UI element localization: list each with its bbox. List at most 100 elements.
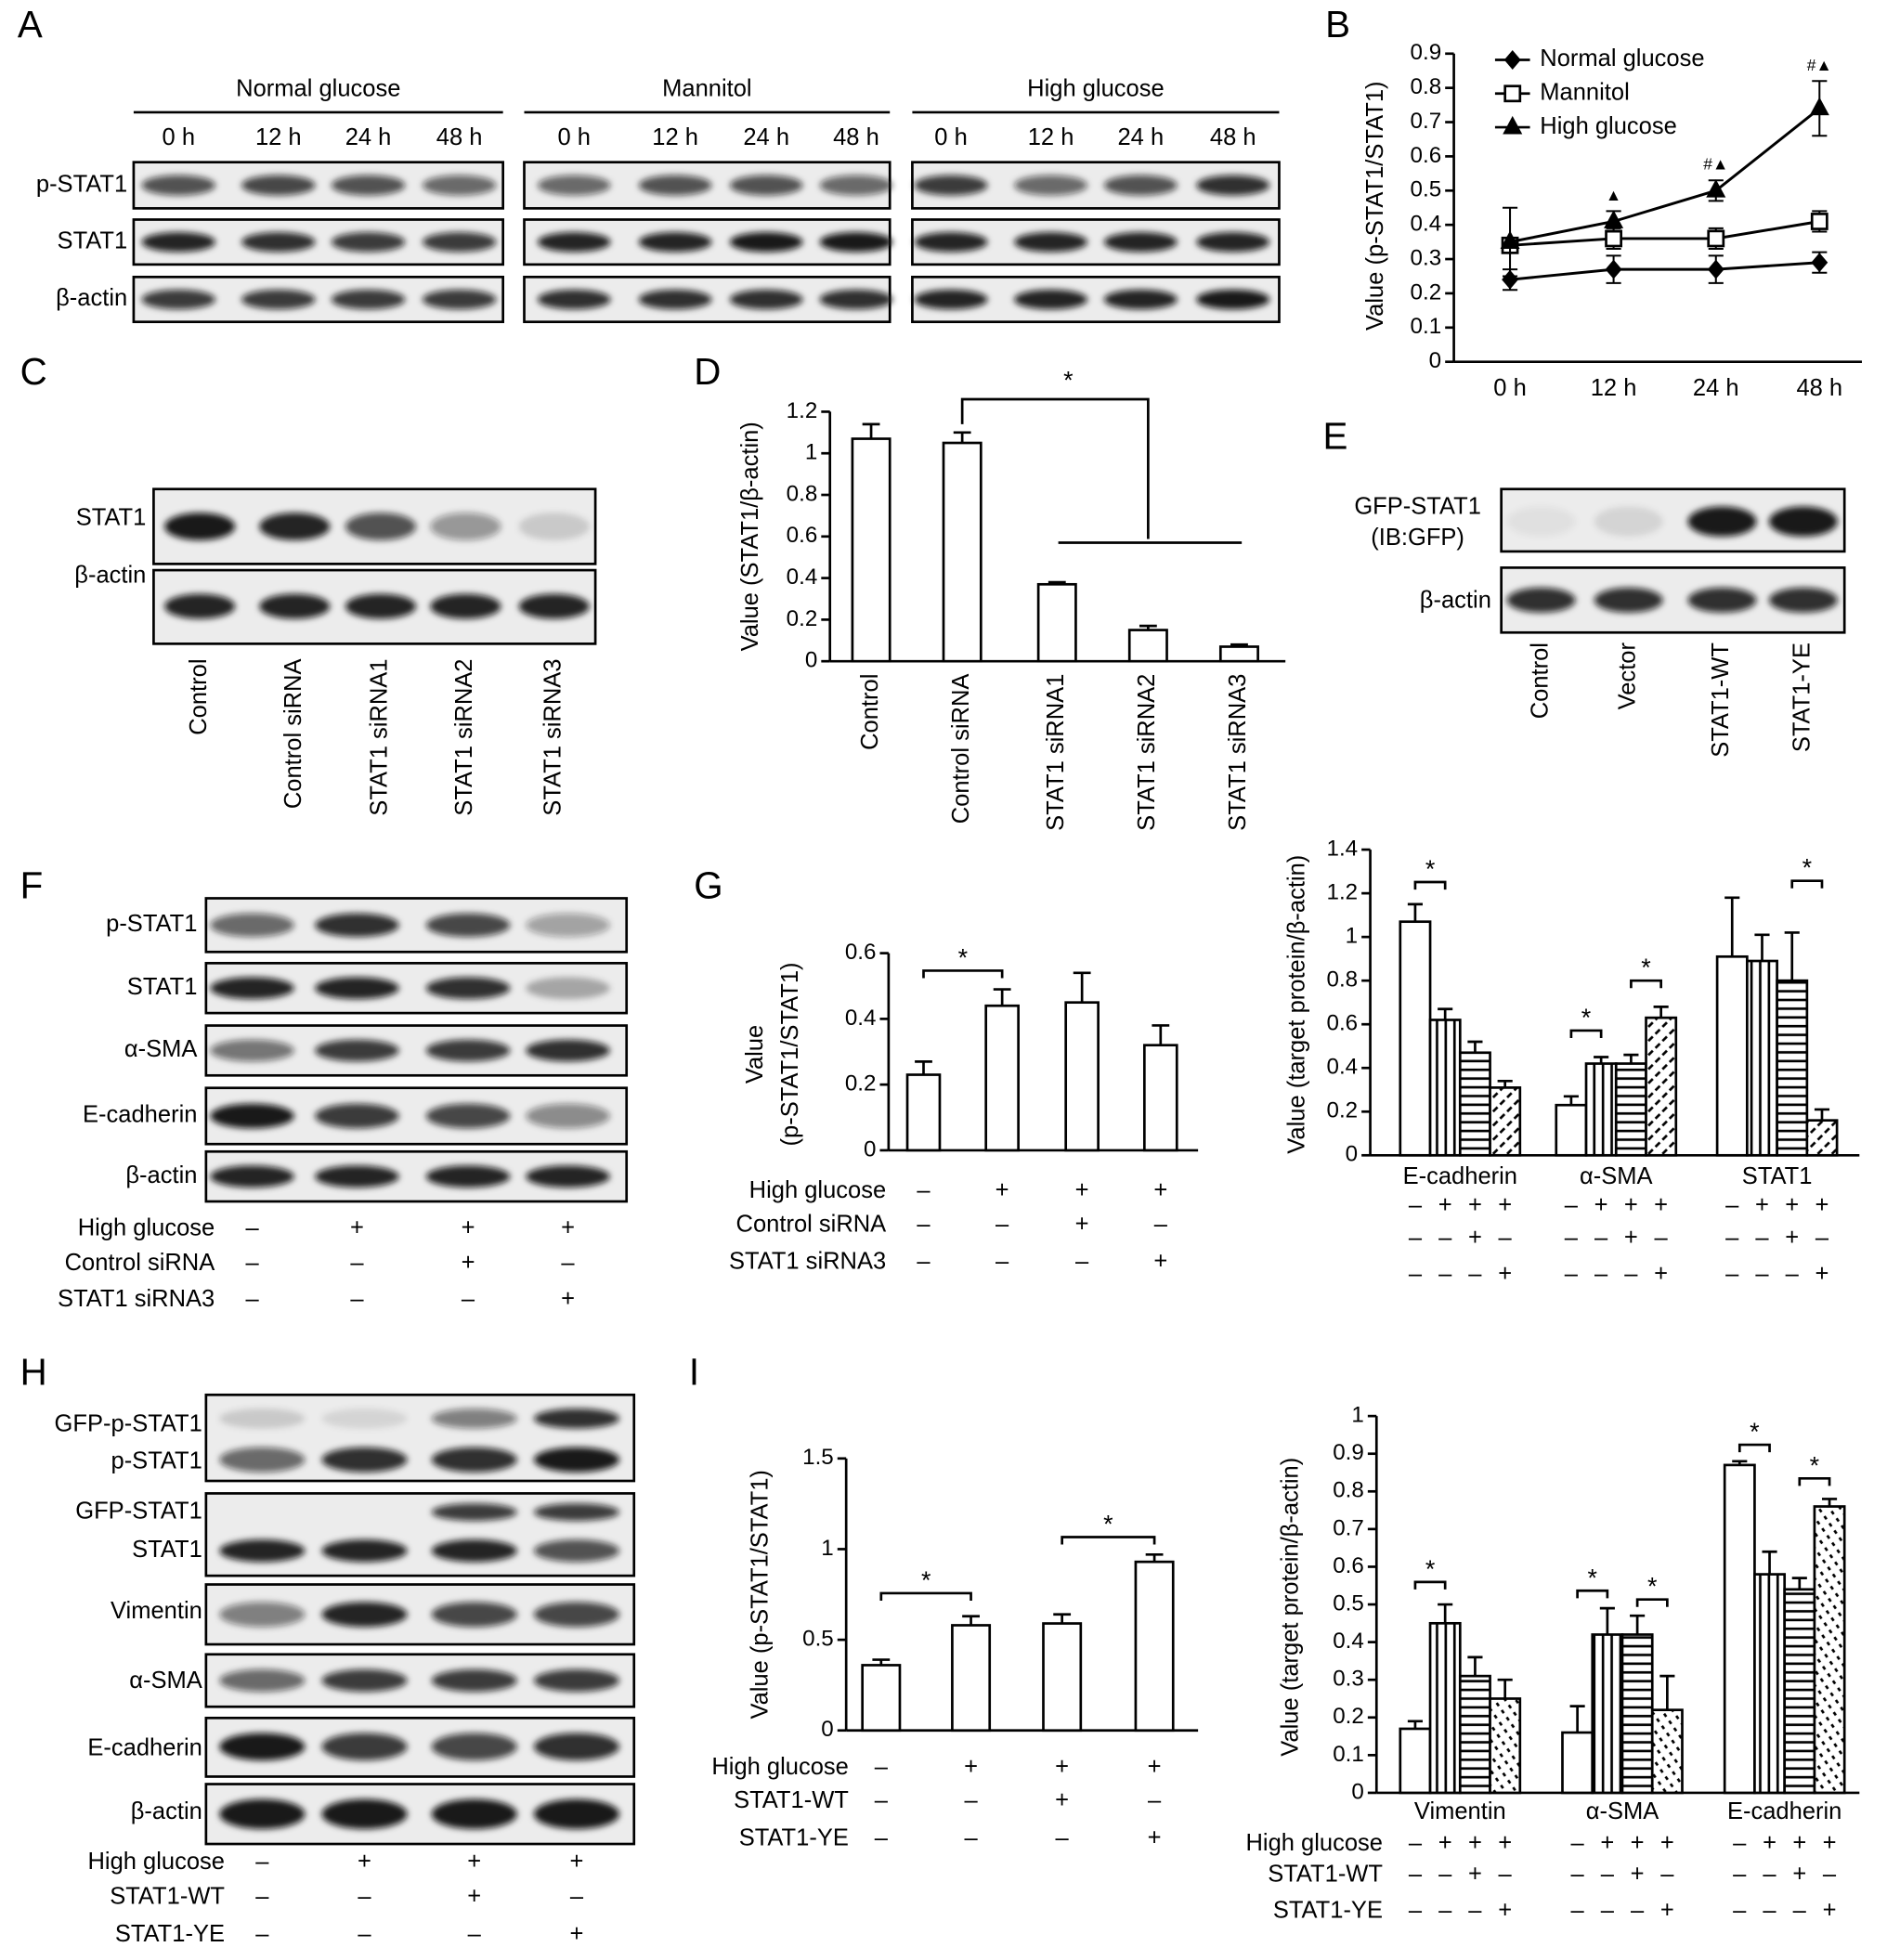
condition-sign: +	[1498, 1261, 1512, 1287]
blot-band	[321, 1668, 408, 1693]
bar	[1776, 979, 1809, 1157]
error-bar	[1724, 896, 1740, 957]
bar	[1218, 645, 1259, 663]
error-bar	[1791, 1577, 1807, 1590]
error-bar	[1497, 1678, 1513, 1699]
bar	[1805, 1119, 1839, 1157]
bar	[1715, 954, 1749, 1157]
blot-band	[914, 232, 988, 253]
condition-sign: +	[561, 1214, 575, 1240]
lane-label: STAT1-YE	[1789, 643, 1815, 752]
x-tick-label: 12 h	[1591, 375, 1637, 401]
significance-label: *	[1425, 855, 1436, 883]
condition-sign: –	[245, 1214, 259, 1240]
blot-band	[526, 1039, 610, 1062]
condition-sign: +	[462, 1214, 475, 1240]
y-axis-label: Value	[742, 1025, 768, 1084]
y-tick-label: 1.2	[787, 398, 818, 423]
bar	[1783, 1588, 1816, 1795]
condition-sign: –	[1725, 1225, 1739, 1251]
blot-band	[425, 1165, 511, 1188]
blot-band	[345, 513, 417, 540]
lane-label: Control	[1527, 643, 1553, 719]
bar	[951, 1624, 992, 1733]
condition-sign: –	[1755, 1261, 1769, 1287]
blot-band	[1014, 175, 1088, 196]
bar	[905, 1073, 942, 1152]
bar	[1561, 1731, 1594, 1795]
condition-sign: –	[917, 1249, 930, 1275]
x-tick-label: α-SMA	[1580, 1163, 1653, 1189]
y-tick-label: 0.8	[1327, 967, 1359, 993]
y-tick-label: 0.1	[1411, 314, 1442, 339]
bar	[1591, 1633, 1624, 1795]
significance-label: *	[1750, 1418, 1760, 1446]
y-tick-label: 1	[1351, 1403, 1363, 1428]
blot-band	[431, 1602, 517, 1628]
condition-sign: –	[917, 1177, 930, 1203]
blot-band	[729, 232, 803, 253]
condition-sign: –	[1571, 1861, 1585, 1887]
blot-band	[210, 1103, 294, 1129]
blot-band	[638, 232, 712, 253]
x-tick-label: α-SMA	[1586, 1798, 1659, 1824]
x-tick-label: STAT1 siRNA3	[1225, 674, 1251, 831]
condition-sign: –	[245, 1250, 259, 1276]
blot-band	[533, 1408, 620, 1429]
blot-band	[315, 977, 399, 1000]
lane-label: STAT1 siRNA2	[451, 658, 477, 815]
blot-band	[241, 175, 316, 196]
error-bar	[915, 1060, 932, 1075]
time-label: 12 h	[652, 124, 698, 150]
condition-label: High glucose	[749, 1177, 887, 1203]
condition-sign: –	[1655, 1225, 1669, 1251]
significance-bracket	[1798, 1476, 1831, 1486]
time-label: 48 h	[1210, 124, 1256, 150]
blot-band	[914, 289, 988, 310]
y-tick-label: 0.2	[1327, 1098, 1359, 1123]
condition-sign: –	[1438, 1861, 1452, 1887]
blot-band	[1506, 506, 1576, 537]
blot-band	[210, 1165, 294, 1188]
row-label: (IB:GFP)	[1371, 525, 1464, 551]
time-label: 48 h	[833, 124, 879, 150]
blot-band	[345, 593, 417, 619]
condition-sign: –	[255, 1849, 269, 1875]
blot-band	[526, 913, 610, 938]
condition-sign: +	[561, 1286, 575, 1312]
y-tick-label: 0.2	[1411, 279, 1442, 305]
y-tick-label: 0	[821, 1717, 833, 1742]
condition-sign: –	[570, 1884, 584, 1910]
legend-label: Mannitol	[1540, 80, 1629, 106]
condition-sign: –	[468, 1921, 482, 1947]
blot-band	[518, 513, 590, 540]
lane-label: STAT1 siRNA1	[367, 658, 393, 815]
panel-label: A	[18, 4, 43, 45]
x-tick-label: STAT1 siRNA2	[1134, 674, 1160, 831]
condition-label: STAT1-WT	[734, 1787, 849, 1813]
marker	[1707, 229, 1725, 248]
time-label: 0 h	[558, 124, 591, 150]
time-label: 0 h	[163, 124, 195, 150]
bar	[1428, 1621, 1462, 1795]
condition-sign: –	[1823, 1861, 1837, 1887]
y-tick-label: 0.5	[802, 1626, 834, 1651]
bar	[1489, 1086, 1522, 1157]
blot-band	[141, 289, 216, 310]
blot-band	[1103, 232, 1178, 253]
condition-sign: +	[1153, 1249, 1167, 1275]
panel-label: G	[694, 864, 722, 906]
condition-sign: +	[1055, 1754, 1069, 1780]
row-label: β-actin	[1420, 587, 1491, 613]
blot-band	[819, 175, 893, 196]
error-bar	[862, 422, 880, 439]
condition-sign: –	[1725, 1192, 1739, 1218]
y-tick-label: 0.7	[1411, 109, 1442, 134]
condition-sign: –	[255, 1884, 269, 1910]
significance-bracket	[1569, 1029, 1603, 1038]
blot-band	[241, 232, 316, 253]
bar	[1428, 1019, 1462, 1157]
error-bar	[1053, 1613, 1072, 1624]
blot-band	[425, 1039, 511, 1062]
